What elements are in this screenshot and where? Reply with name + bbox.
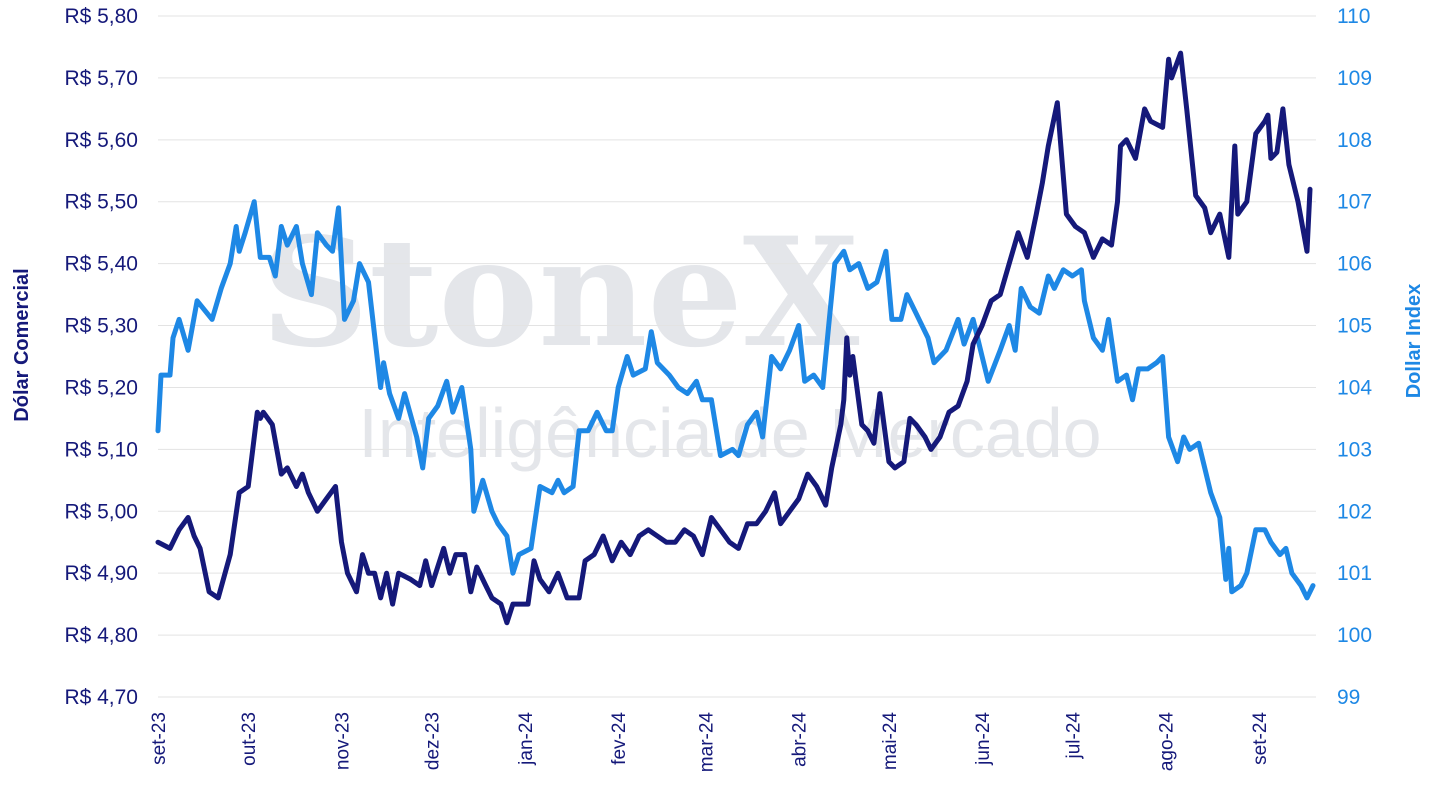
x-tick-label: jul-24: [1063, 712, 1084, 760]
x-tick-label: abr-24: [790, 712, 811, 767]
x-tick-label: nov-23: [332, 712, 353, 770]
watermark-brand: StoneX: [261, 205, 860, 381]
left-axis-title: Dólar Comercial: [11, 268, 33, 421]
x-tick-label: set-24: [1250, 712, 1271, 765]
gridlines: [158, 15, 1316, 698]
watermark: StoneX Inteligência de Mercado: [261, 205, 1102, 472]
left-tick-label: R$ 5,80: [64, 5, 138, 28]
left-tick-label: R$ 4,70: [64, 686, 138, 709]
x-tick-label: fev-24: [609, 712, 630, 765]
left-tick-label: R$ 5,30: [64, 315, 138, 338]
left-tick-label: R$ 5,50: [64, 191, 138, 214]
left-tick-label: R$ 5,60: [64, 129, 138, 152]
x-tick-label: jan-24: [516, 712, 537, 766]
series-layer: [155, 50, 1316, 626]
left-tick-label: R$ 5,10: [64, 438, 138, 461]
right-tick-label: 100: [1337, 624, 1372, 647]
dollar-index-line: [155, 199, 1316, 601]
left-tick-label: R$ 4,90: [64, 562, 138, 585]
x-tick-label: ago-24: [1157, 712, 1178, 772]
right-tick-label: 101: [1337, 562, 1372, 585]
right-axis-title: Dollar Index: [1403, 284, 1425, 398]
right-tick-label: 103: [1337, 438, 1372, 461]
right-tick-label: 104: [1337, 376, 1372, 399]
x-tick-label: jun-24: [973, 712, 994, 766]
right-tick-label: 109: [1337, 67, 1372, 90]
left-tick-label: R$ 5,40: [64, 253, 138, 276]
right-tick-label: 108: [1337, 129, 1372, 152]
x-tick-label: dez-23: [423, 712, 444, 770]
left-axis-ticks: R$ 4,70 R$ 4,80 R$ 4,90 R$ 5,00 R$ 5,10 R$ 5,…: [64, 5, 138, 709]
left-tick-label: R$ 4,80: [64, 624, 138, 647]
right-tick-label: 106: [1337, 253, 1372, 276]
x-tick-label: mai-24: [880, 712, 901, 771]
right-axis-ticks: 99 100 101 102 103 104 105 106 107 108 109 110: [1337, 5, 1372, 709]
x-tick-label: out-23: [239, 712, 260, 766]
x-axis-ticks: set-23 out-23 nov-23 dez-23 jan-24 fev-24 mar-…: [149, 712, 1271, 773]
left-tick-label: R$ 5,00: [64, 500, 138, 523]
right-tick-label: 102: [1337, 500, 1372, 523]
x-tick-label: mar-24: [696, 712, 717, 773]
watermark-tagline: Inteligência de Mercado: [358, 394, 1101, 472]
right-tick-label: 99: [1337, 686, 1360, 709]
dolar-comercial-line: [155, 50, 1313, 626]
x-tick-label: set-23: [149, 712, 170, 765]
left-tick-label: R$ 5,20: [64, 376, 138, 399]
right-tick-label: 105: [1337, 315, 1372, 338]
right-tick-label: 107: [1337, 191, 1372, 214]
right-tick-label: 110: [1337, 5, 1370, 28]
left-tick-label: R$ 5,70: [64, 67, 138, 90]
